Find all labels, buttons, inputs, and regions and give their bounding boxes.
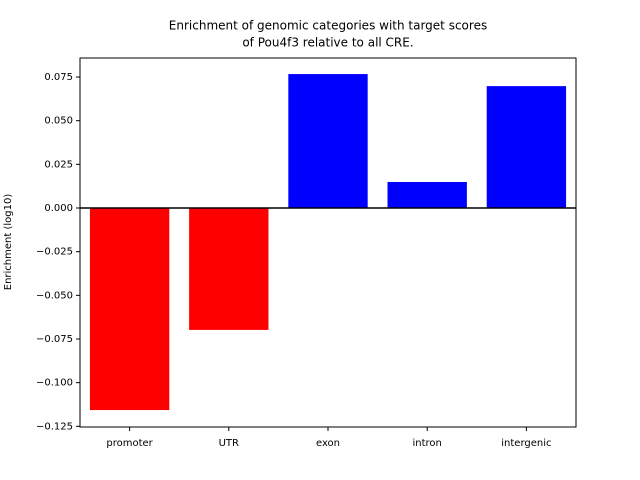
y-tick-label: −0.100 bbox=[36, 378, 73, 389]
y-tick-label: −0.050 bbox=[36, 290, 73, 301]
bar bbox=[89, 208, 170, 411]
y-tick-label: 0.075 bbox=[44, 72, 73, 83]
chart-title: of Pou4f3 relative to all CRE. bbox=[242, 36, 413, 50]
bar bbox=[288, 74, 368, 209]
x-tick-label: promoter bbox=[106, 438, 153, 449]
y-tick-label: 0.000 bbox=[44, 203, 73, 214]
y-tick-label: −0.125 bbox=[36, 421, 73, 432]
y-tick-label: −0.075 bbox=[36, 334, 73, 345]
plot-frame bbox=[79, 57, 577, 428]
chart-title: Enrichment of genomic categories with ta… bbox=[169, 19, 487, 33]
x-tick-label: UTR bbox=[219, 438, 239, 449]
bar bbox=[387, 181, 467, 209]
bar bbox=[486, 86, 567, 209]
x-tick-label: intergenic bbox=[501, 438, 551, 449]
y-tick-label: 0.050 bbox=[44, 116, 73, 127]
x-tick-label: exon bbox=[316, 438, 340, 449]
bar bbox=[189, 208, 269, 330]
y-tick-label: 0.025 bbox=[44, 159, 73, 170]
x-tick-label: intron bbox=[413, 438, 442, 449]
y-tick-label: −0.025 bbox=[36, 247, 73, 258]
y-axis-label: Enrichment (log10) bbox=[3, 194, 14, 291]
